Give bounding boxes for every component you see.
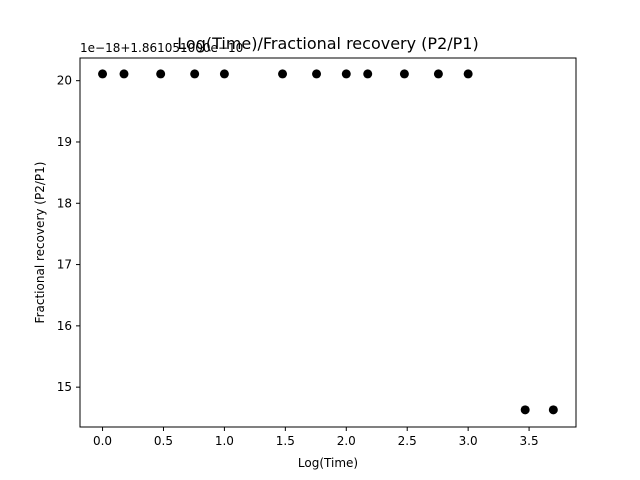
data-point [119, 69, 129, 79]
y-tick-label: 15 [57, 380, 72, 394]
data-point [463, 69, 473, 79]
x-tick-label: 1.0 [215, 434, 234, 448]
x-tick-label: 2.0 [337, 434, 356, 448]
data-point [433, 69, 443, 79]
data-point [312, 69, 322, 79]
x-tick-label: 2.5 [398, 434, 417, 448]
y-tick-label: 19 [57, 135, 72, 149]
chart-title: Log(Time)/Fractional recovery (P2/P1) [177, 34, 478, 53]
plot-area-frame [79, 57, 577, 428]
y-axis-label: Fractional recovery (P2/P1) [33, 162, 47, 324]
data-point [219, 69, 229, 79]
y-tick-label: 16 [57, 319, 72, 333]
x-tick-label: 0.5 [154, 434, 173, 448]
data-points [98, 69, 558, 415]
x-tick-label: 0.0 [93, 434, 112, 448]
x-axis-label: Log(Time) [298, 456, 358, 470]
data-point [399, 69, 409, 79]
y-tick-label: 17 [57, 258, 72, 272]
data-point [278, 69, 288, 79]
x-tick-label: 3.0 [459, 434, 478, 448]
y-axis-ticks: 15 16 17 18 19 20 [57, 74, 80, 394]
x-axis-ticks: 0.0 0.5 1.0 1.5 2.0 2.5 3.0 3.5 [93, 427, 539, 448]
y-axis-offset-label: 1e−18+1.861051000e−10 [80, 41, 243, 55]
data-point [363, 69, 373, 79]
data-point [156, 69, 166, 79]
y-tick-label: 20 [57, 74, 72, 88]
data-point [341, 69, 351, 79]
data-point [98, 69, 108, 79]
data-point [520, 405, 530, 415]
x-tick-label: 3.5 [520, 434, 539, 448]
data-point [548, 405, 558, 415]
x-tick-label: 1.5 [276, 434, 295, 448]
y-tick-label: 18 [57, 196, 72, 210]
data-point [190, 69, 200, 79]
